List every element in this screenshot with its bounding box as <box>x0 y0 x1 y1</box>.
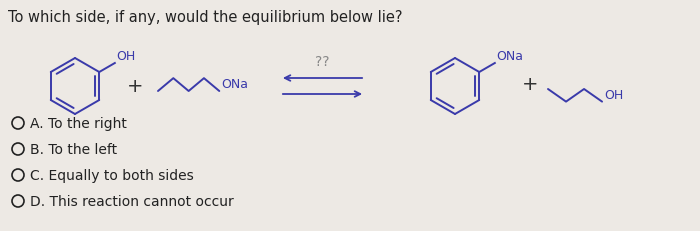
Text: ONa: ONa <box>221 78 248 91</box>
Text: OH: OH <box>604 88 623 101</box>
Text: B. To the left: B. To the left <box>30 142 117 156</box>
Text: +: + <box>522 75 538 94</box>
Text: OH: OH <box>116 50 135 63</box>
Text: To which side, if any, would the equilibrium below lie?: To which side, if any, would the equilib… <box>8 10 402 25</box>
Text: ONa: ONa <box>496 50 523 63</box>
Text: +: + <box>127 77 144 96</box>
Text: D. This reaction cannot occur: D. This reaction cannot occur <box>30 194 234 208</box>
Text: C. Equally to both sides: C. Equally to both sides <box>30 168 194 182</box>
Text: ??: ?? <box>315 55 330 69</box>
Text: A. To the right: A. To the right <box>30 116 127 131</box>
